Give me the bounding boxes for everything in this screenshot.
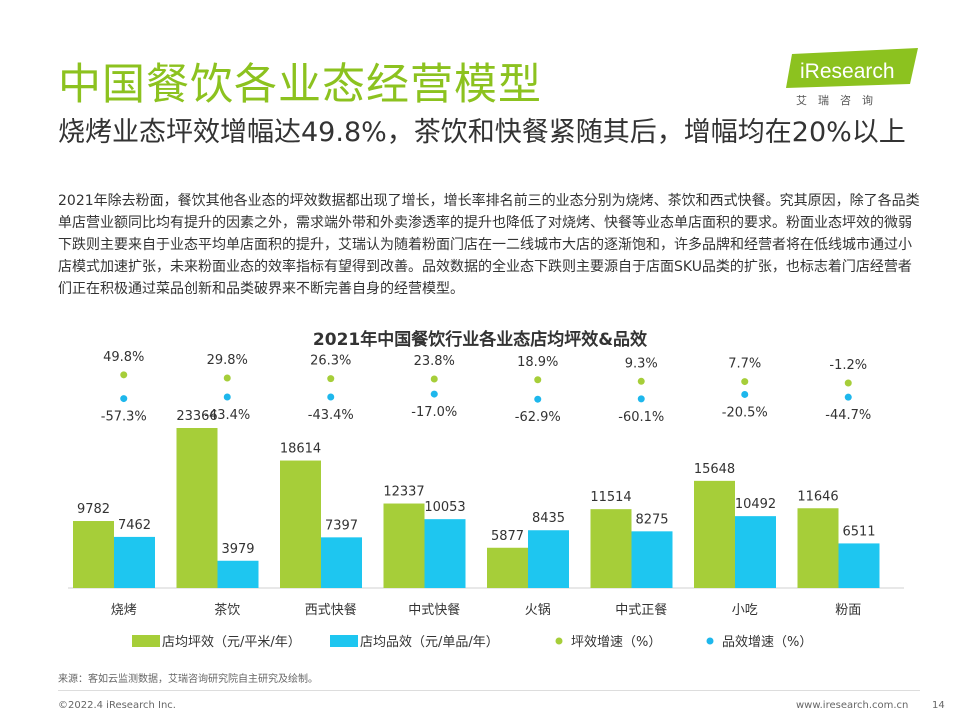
legend-swatch xyxy=(132,635,160,647)
growth-label-area: 7.7% xyxy=(728,357,761,372)
bar-store-area-efficiency xyxy=(73,521,114,588)
dot-area-efficiency-growth xyxy=(741,378,749,386)
chart-title: 2021年中国餐饮行业各业态店均坪效&品效 xyxy=(312,330,648,350)
bar-store-sku-efficiency xyxy=(735,516,776,588)
legend-label: 店均坪效（元/平米/年） xyxy=(162,635,301,650)
bar-store-area-efficiency xyxy=(694,480,735,588)
bar-value-label: 9782 xyxy=(77,502,110,517)
growth-label-sku: -44.7% xyxy=(825,408,871,423)
x-tick-label: 火锅 xyxy=(525,602,551,618)
growth-label-area: 23.8% xyxy=(414,354,455,369)
dot-area-efficiency-growth xyxy=(534,376,542,384)
x-tick-label: 烧烤 xyxy=(111,603,137,618)
bar-value-label: 11514 xyxy=(590,490,631,505)
dot-sku-efficiency-growth xyxy=(120,395,128,403)
bar-store-area-efficiency xyxy=(797,508,839,588)
x-tick-label: 西式快餐 xyxy=(305,602,357,618)
bar-store-area-efficiency xyxy=(590,509,632,588)
bar-value-label: 10492 xyxy=(735,497,776,512)
logo-text: iResearch xyxy=(800,60,895,83)
bar-chart: 9782 7462 烧烤 49.8% -57.3% 23366 3979 茶饮 29.8% -43… xyxy=(68,350,904,650)
legend-label: 坪效增速（%） xyxy=(571,635,661,650)
body-paragraph: 2021年除去粉面，餐饮其他各业态的坪效数据都出现了增长，增长率排名前三的业态分… xyxy=(58,193,920,297)
bar-store-area-efficiency xyxy=(487,547,528,588)
footer-url: www.iresearch.com.cn xyxy=(796,700,909,711)
page-number: 14 xyxy=(932,700,945,711)
bar-value-label: 8275 xyxy=(635,512,668,527)
bar-store-area-efficiency xyxy=(280,460,321,588)
legend-swatch xyxy=(330,635,358,647)
growth-label-sku: -60.1% xyxy=(618,410,664,425)
subtitle: 烧烤业态坪效增幅达49.8%，茶饮和快餐紧随其后，增幅均在20%以上 xyxy=(58,117,906,148)
legend-label: 店均品效（元/单品/年） xyxy=(360,635,499,650)
bar-value-label: 18614 xyxy=(280,442,321,457)
bar-store-area-efficiency xyxy=(176,428,218,588)
growth-label-area: 49.8% xyxy=(103,350,144,365)
dot-sku-efficiency-growth xyxy=(741,390,749,398)
dot-sku-efficiency-growth xyxy=(844,393,852,401)
bar-value-label: 7462 xyxy=(118,518,151,533)
legend-dot xyxy=(555,637,563,645)
logo-badge-icon xyxy=(786,48,918,88)
dot-sku-efficiency-growth xyxy=(223,393,231,401)
growth-label-area: -1.2% xyxy=(829,358,867,373)
dot-sku-efficiency-growth xyxy=(637,395,645,403)
bar-store-sku-efficiency xyxy=(114,536,155,588)
dot-sku-efficiency-growth xyxy=(327,393,335,401)
dot-area-efficiency-growth xyxy=(430,375,438,383)
growth-label-sku: -43.4% xyxy=(204,408,250,423)
dot-sku-efficiency-growth xyxy=(430,390,438,398)
x-tick-label: 茶饮 xyxy=(214,602,240,618)
footer-copyright: ©2022.4 iResearch Inc. xyxy=(58,700,176,711)
x-tick-label: 中式正餐 xyxy=(615,602,667,618)
growth-label-sku: -20.5% xyxy=(722,405,768,420)
dot-area-efficiency-growth xyxy=(637,377,645,385)
iresearch-logo: iResearch 艾瑞咨询 xyxy=(778,48,918,110)
bar-value-label: 5877 xyxy=(491,529,524,544)
x-tick-label: 小吃 xyxy=(732,602,758,618)
x-tick-label: 粉面 xyxy=(835,603,861,618)
dot-area-efficiency-growth xyxy=(223,374,231,382)
bar-store-sku-efficiency xyxy=(528,530,569,588)
bar-value-label: 11646 xyxy=(797,489,838,504)
dot-area-efficiency-growth xyxy=(120,371,128,379)
bar-value-label: 3979 xyxy=(221,542,254,557)
growth-label-sku: -57.3% xyxy=(101,410,147,425)
page-title: 中国餐饮各业态经营模型 xyxy=(58,60,542,110)
bar-value-label: 12337 xyxy=(383,485,424,500)
bar-value-label: 10053 xyxy=(424,500,465,515)
dot-area-efficiency-growth xyxy=(844,379,852,387)
logo-subtext: 艾瑞咨询 xyxy=(796,94,884,107)
growth-label-sku: -43.4% xyxy=(308,408,354,423)
bar-store-sku-efficiency xyxy=(838,543,880,588)
bar-store-sku-efficiency xyxy=(321,537,362,588)
dot-area-efficiency-growth xyxy=(327,375,335,383)
growth-label-area: 18.9% xyxy=(517,355,558,370)
dot-sku-efficiency-growth xyxy=(534,395,542,403)
bar-value-label: 8435 xyxy=(532,511,565,526)
bar-value-label: 7397 xyxy=(325,518,358,533)
growth-label-area: 29.8% xyxy=(207,353,248,368)
bar-store-sku-efficiency xyxy=(631,531,673,588)
growth-label-sku: -17.0% xyxy=(411,405,457,420)
growth-label-area: 26.3% xyxy=(310,354,351,369)
growth-label-area: 9.3% xyxy=(625,356,658,371)
bar-value-label: 23366 xyxy=(176,409,217,424)
bar-value-label: 15648 xyxy=(694,462,735,477)
bar-store-sku-efficiency xyxy=(217,560,259,588)
x-tick-label: 中式快餐 xyxy=(408,602,460,618)
bar-value-label: 6511 xyxy=(842,524,875,539)
bar-store-area-efficiency xyxy=(383,503,425,588)
source-note: 来源：客如云监测数据，艾瑞咨询研究院自主研究及绘制。 xyxy=(58,674,318,685)
footer-divider xyxy=(58,690,920,691)
bar-store-sku-efficiency xyxy=(424,519,466,588)
legend-label: 品效增速（%） xyxy=(722,635,812,650)
growth-label-sku: -62.9% xyxy=(515,410,561,425)
legend-dot xyxy=(706,637,714,645)
